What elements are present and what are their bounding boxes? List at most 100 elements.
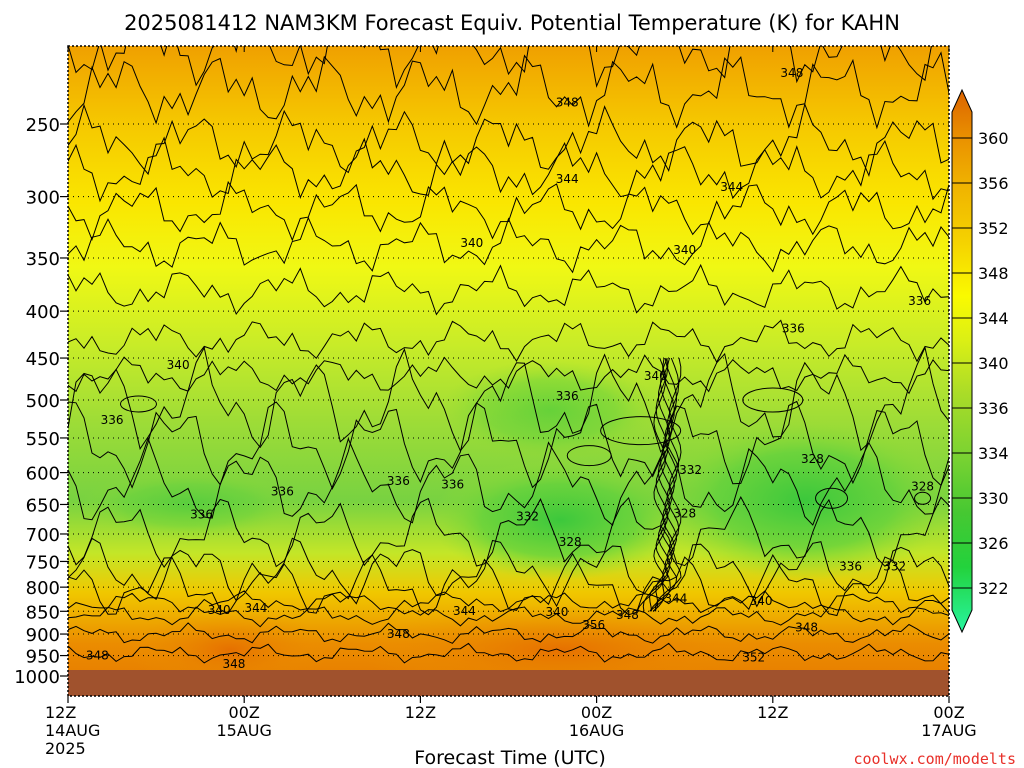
y-tick-label: 550: [26, 429, 60, 450]
contour-cell: [742, 387, 804, 413]
contour-label: 348: [86, 649, 109, 663]
colorbar-tick-label: 336: [978, 399, 1009, 418]
contour-label: 336: [556, 389, 579, 403]
contour-line: [68, 136, 949, 203]
watermark: coolwx.com/modelts: [853, 750, 1016, 768]
contour-line: [68, 353, 949, 395]
contour-label: 344: [556, 172, 579, 186]
contour-label: 336: [387, 474, 410, 488]
contour-line: [68, 346, 949, 453]
contour-label: 332: [679, 463, 702, 477]
x-tick-label: 12Z: [757, 703, 788, 722]
ground-below-surface: [68, 670, 949, 696]
contour-label: 344: [244, 601, 267, 615]
x-tick-label: 16AUG: [569, 721, 624, 740]
contour-label: 348: [556, 96, 579, 110]
x-tick-label: 12Z: [405, 703, 436, 722]
y-tick-label: 250: [26, 115, 60, 136]
y-tick-label: 600: [26, 464, 60, 485]
contour-cell: [566, 445, 612, 467]
contour-label: 340: [546, 605, 569, 619]
contour-label: 344: [664, 591, 687, 605]
x-tick-label: 00Z: [581, 703, 612, 722]
contour-line: [68, 400, 949, 490]
colorbar-tick-label: 352: [978, 219, 1009, 238]
contour-line: [68, 102, 949, 178]
x-tick-label: 14AUG: [45, 721, 100, 740]
contour-label: 340: [673, 243, 696, 257]
colorbar-ticks: 322 326 330 334 336 340 344 348 352 356 360: [952, 129, 1009, 598]
contour-label: 328: [559, 535, 582, 549]
contour-label: 336: [271, 484, 294, 498]
contour-line: [68, 180, 949, 242]
contour-label: 352: [742, 651, 765, 665]
field-region: [80, 470, 300, 540]
y-tick-label: 300: [26, 188, 60, 209]
contour-label: 340: [167, 358, 190, 372]
x-tick-label: 15AUG: [216, 721, 271, 740]
y-tick-label: 500: [26, 391, 60, 412]
y-tick-label: 1000: [14, 667, 60, 688]
plot-frame: [67, 45, 950, 697]
contour-label: 328: [673, 507, 696, 521]
contour-line: [649, 357, 678, 612]
colorbar-tick-label: 356: [978, 174, 1009, 193]
field-region: [430, 460, 690, 580]
y-tick-label: 350: [26, 249, 60, 270]
contour-line: [68, 496, 949, 569]
colorbar-tick-label: 344: [978, 309, 1009, 328]
contour-labels: 348 348 344 344 340 340 336 336 340 340 336 336 332 3…: [86, 66, 934, 671]
colorbar-tick-label: 360: [978, 129, 1009, 148]
x-tick-label: 00Z: [933, 703, 964, 722]
contour-label: 336: [908, 294, 931, 308]
contour-line: [68, 642, 949, 664]
contour-cell: [815, 487, 849, 509]
colorbar-tick-label: 348: [978, 264, 1009, 283]
y-tick-label: 650: [26, 495, 60, 516]
y-axis: 2503003504004505005506006507007508008509…: [14, 115, 68, 688]
contour-label: 340: [460, 236, 483, 250]
colorbar-tick-label: 330: [978, 489, 1009, 508]
contour-lines: [68, 46, 949, 664]
contour-label: 348: [222, 657, 245, 671]
x-tick-label: 17AUG: [921, 721, 976, 740]
contour-label: 332: [883, 560, 906, 574]
contour-line: [654, 357, 682, 612]
contour-label: 348: [780, 66, 803, 80]
contour-line: [68, 590, 949, 614]
contour-label: 336: [839, 560, 862, 574]
y-tick-label: 850: [26, 602, 60, 623]
colorbar-tick-label: 326: [978, 534, 1009, 553]
colorbar-tick-label: 334: [978, 444, 1009, 463]
contour-line: [68, 216, 949, 274]
contour-cell: [600, 416, 682, 446]
contour-label: 356: [582, 618, 605, 632]
y-tick-label: 450: [26, 349, 60, 370]
contour-label: 340: [750, 594, 773, 608]
x-tick-label: 12Z: [45, 703, 76, 722]
contour-label: 332: [516, 510, 539, 524]
contour-label: 348: [387, 627, 410, 641]
contour-line: [68, 319, 949, 364]
contour-line: [68, 46, 932, 90]
contour-line: [642, 357, 669, 612]
contour-line: [68, 537, 949, 608]
contour-line: [68, 263, 949, 316]
y-tick-label: 400: [26, 302, 60, 323]
colorbar-tick-label: 340: [978, 354, 1009, 373]
field-region: [655, 420, 949, 580]
colorbar-tick-label: 322: [978, 579, 1009, 598]
contour-label: 348: [616, 608, 639, 622]
contour-label: 336: [782, 322, 805, 336]
contour-line: [652, 357, 675, 612]
contour-label: 328: [801, 452, 824, 466]
x-tick-label: 00Z: [229, 703, 260, 722]
contour-label: 348: [795, 620, 818, 634]
y-tick-label: 900: [26, 625, 60, 646]
contour-line: [68, 51, 949, 130]
y-tick-label: 950: [26, 647, 60, 668]
x-tick-label: 2025: [45, 739, 86, 758]
contour-label: 344: [720, 180, 743, 194]
contour-cell: [119, 395, 157, 413]
